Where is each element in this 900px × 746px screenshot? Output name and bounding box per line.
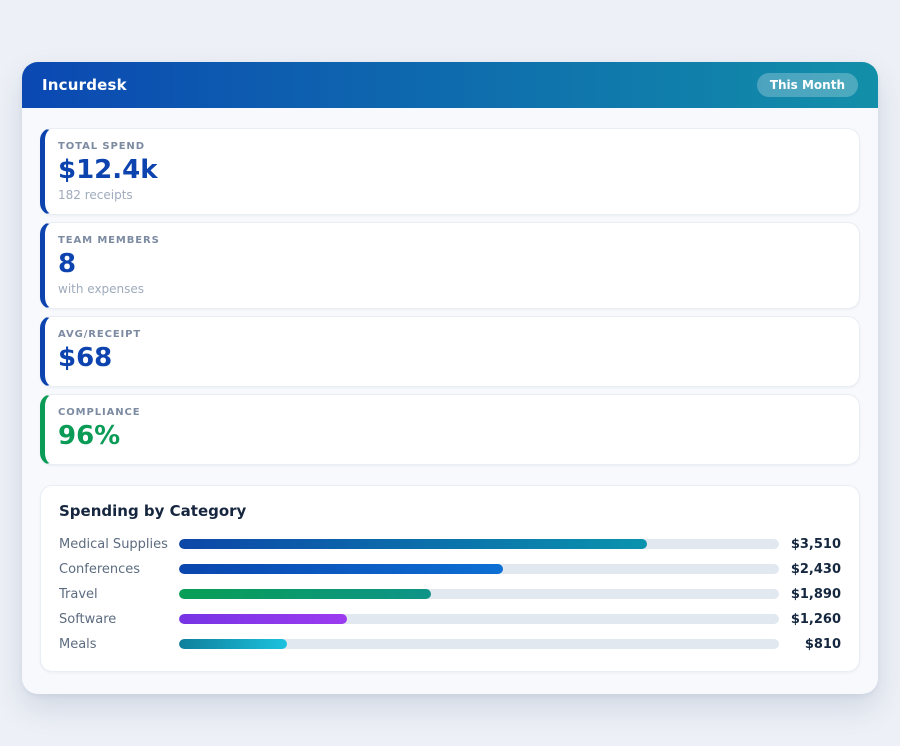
bar-track <box>179 639 779 650</box>
stat-label: TEAM MEMBERS <box>58 234 160 246</box>
chart-title: Spending by Category <box>59 501 247 520</box>
stat-card-compliance: COMPLIANCE 96% <box>40 393 860 465</box>
category-value: $1,890 <box>790 586 841 602</box>
stat-subtext: 182 receipts <box>58 187 133 202</box>
app-header: Incurdesk This Month <box>22 62 878 108</box>
app-title: Incurdesk <box>42 76 127 94</box>
period-badge[interactable]: This Month <box>756 73 858 97</box>
category-row-medical-supplies: Medical Supplies $3,510 <box>59 532 841 557</box>
stat-label: COMPLIANCE <box>58 406 141 418</box>
category-value: $810 <box>804 636 841 652</box>
bar-fill <box>179 639 287 650</box>
category-row-travel: Travel $1,890 <box>59 582 841 607</box>
dashboard-panel: Incurdesk This Month TOTAL SPEND $12.4k … <box>22 62 878 694</box>
category-value: $1,260 <box>790 611 841 627</box>
bar-track <box>179 589 779 600</box>
category-label: Software <box>59 611 117 627</box>
category-value: $2,430 <box>790 561 841 577</box>
stat-value: $68 <box>58 342 113 373</box>
stat-card-avg-receipt: AVG/RECEIPT $68 <box>40 315 860 387</box>
stat-value: 8 <box>58 248 77 279</box>
bar-track <box>179 539 779 550</box>
dashboard-content: TOTAL SPEND $12.4k 182 receipts TEAM MEM… <box>22 108 878 694</box>
category-row-software: Software $1,260 <box>59 607 841 632</box>
stat-subtext: with expenses <box>58 281 145 296</box>
bar-track <box>179 614 779 625</box>
stat-label: AVG/RECEIPT <box>58 328 142 340</box>
bar-fill <box>179 539 647 550</box>
stat-value: $12.4k <box>58 155 158 185</box>
category-label: Conferences <box>59 561 141 577</box>
spending-by-category-card: Spending by Category Medical Supplies $3… <box>40 484 860 672</box>
stat-card-team-members: TEAM MEMBERS 8 with expenses <box>40 221 860 309</box>
category-row-meals: Meals $810 <box>59 632 841 657</box>
bar-fill <box>179 614 347 625</box>
category-label: Medical Supplies <box>59 536 168 552</box>
bar-track <box>179 564 779 575</box>
stat-label: TOTAL SPEND <box>58 141 145 152</box>
category-row-conferences: Conferences $2,430 <box>59 557 841 582</box>
category-label: Meals <box>59 636 97 652</box>
stat-value: 96% <box>58 420 121 451</box>
bar-fill <box>179 564 503 575</box>
bar-fill <box>179 589 431 600</box>
category-value: $3,510 <box>790 536 841 552</box>
category-label: Travel <box>59 586 98 602</box>
stat-card-total-spend: TOTAL SPEND $12.4k 182 receipts <box>40 128 860 215</box>
